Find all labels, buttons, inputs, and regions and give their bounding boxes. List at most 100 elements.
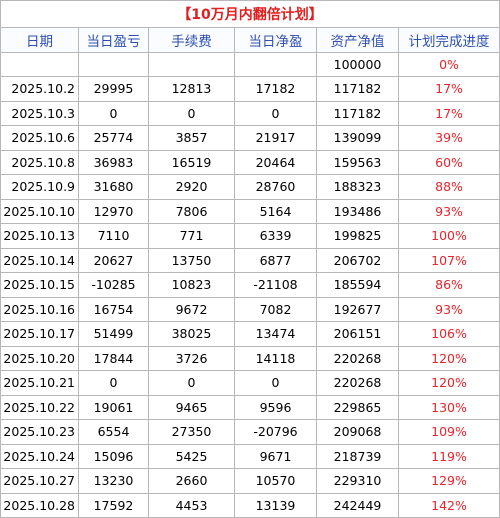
cell-net[interactable]: 28760 (234, 174, 317, 200)
cell-progress[interactable]: 93% (397, 198, 500, 224)
cell-equity[interactable]: 193486 (316, 198, 399, 224)
table-title[interactable]: 【10万月内翻倍计划】 (0, 0, 500, 28)
cell-date[interactable]: 2025.10.9 (0, 174, 79, 200)
cell-progress[interactable]: 100% (397, 223, 500, 249)
cell-fee[interactable]: 9672 (148, 296, 235, 322)
cell-date[interactable]: 2025.10.20 (0, 345, 79, 371)
cell-net[interactable]: 9671 (234, 443, 317, 469)
cell-progress[interactable]: 86% (397, 272, 500, 298)
cell-net[interactable]: 17182 (234, 76, 317, 102)
cell-progress[interactable]: 107% (397, 247, 500, 273)
cell-pnl[interactable]: 17592 (78, 492, 149, 518)
cell-date[interactable]: 2025.10.8 (0, 149, 79, 175)
cell-equity[interactable]: 117182 (316, 76, 399, 102)
cell-progress[interactable]: 17% (397, 76, 500, 102)
cell-pnl[interactable]: 19061 (78, 394, 149, 420)
cell-fee[interactable]: 5425 (148, 443, 235, 469)
cell-pnl[interactable]: -10285 (78, 272, 149, 298)
cell-net[interactable]: -20796 (234, 419, 317, 445)
cell-equity[interactable]: 188323 (316, 174, 399, 200)
cell-fee[interactable]: 13750 (148, 247, 235, 273)
cell-pnl[interactable]: 25774 (78, 125, 149, 151)
cell-progress[interactable]: 39% (397, 125, 500, 151)
cell-net[interactable]: 6877 (234, 247, 317, 273)
cell-equity[interactable]: 220268 (316, 370, 399, 396)
cell-progress[interactable]: 17% (397, 100, 500, 126)
cell-pnl[interactable]: 0 (78, 370, 149, 396)
cell-net[interactable]: 21917 (234, 125, 317, 151)
header-progress[interactable]: 计划完成进度 (397, 27, 500, 53)
cell-fee[interactable]: 16519 (148, 149, 235, 175)
cell-date[interactable]: 2025.10.14 (0, 247, 79, 273)
cell-net[interactable]: 5164 (234, 198, 317, 224)
cell-equity[interactable]: 192677 (316, 296, 399, 322)
cell-net[interactable]: 6339 (234, 223, 317, 249)
cell-date[interactable]: 2025.10.24 (0, 443, 79, 469)
cell-pnl[interactable]: 0 (78, 100, 149, 126)
cell-progress[interactable]: 0% (397, 51, 500, 77)
cell-net[interactable]: 13474 (234, 321, 317, 347)
cell-pnl[interactable] (78, 51, 149, 77)
header-daily-net[interactable]: 当日净盈 (234, 27, 317, 53)
cell-fee[interactable]: 2920 (148, 174, 235, 200)
cell-fee[interactable]: 12813 (148, 76, 235, 102)
cell-pnl[interactable]: 13230 (78, 468, 149, 494)
cell-net[interactable]: 0 (234, 100, 317, 126)
cell-pnl[interactable]: 15096 (78, 443, 149, 469)
header-date[interactable]: 日期 (0, 27, 79, 53)
cell-date[interactable]: 2025.10.10 (0, 198, 79, 224)
cell-fee[interactable]: 0 (148, 370, 235, 396)
cell-date[interactable] (0, 51, 79, 77)
cell-pnl[interactable]: 16754 (78, 296, 149, 322)
cell-net[interactable]: 14118 (234, 345, 317, 371)
cell-pnl[interactable]: 51499 (78, 321, 149, 347)
cell-date[interactable]: 2025.10.13 (0, 223, 79, 249)
cell-progress[interactable]: 129% (397, 468, 500, 494)
cell-fee[interactable]: 4453 (148, 492, 235, 518)
cell-pnl[interactable]: 6554 (78, 419, 149, 445)
cell-date[interactable]: 2025.10.15 (0, 272, 79, 298)
cell-pnl[interactable]: 7110 (78, 223, 149, 249)
cell-pnl[interactable]: 36983 (78, 149, 149, 175)
cell-date[interactable]: 2025.10.28 (0, 492, 79, 518)
cell-equity[interactable]: 199825 (316, 223, 399, 249)
cell-equity[interactable]: 139099 (316, 125, 399, 151)
cell-equity[interactable]: 206702 (316, 247, 399, 273)
cell-fee[interactable]: 2660 (148, 468, 235, 494)
cell-fee[interactable]: 3726 (148, 345, 235, 371)
cell-net[interactable]: 0 (234, 370, 317, 396)
cell-net[interactable]: 9596 (234, 394, 317, 420)
cell-net[interactable]: 10570 (234, 468, 317, 494)
cell-equity[interactable]: 229310 (316, 468, 399, 494)
cell-date[interactable]: 2025.10.21 (0, 370, 79, 396)
header-equity[interactable]: 资产净值 (316, 27, 399, 53)
header-fee[interactable]: 手续费 (148, 27, 235, 53)
cell-pnl[interactable]: 31680 (78, 174, 149, 200)
cell-pnl[interactable]: 17844 (78, 345, 149, 371)
cell-net[interactable] (234, 51, 317, 77)
cell-net[interactable]: 20464 (234, 149, 317, 175)
cell-equity[interactable]: 209068 (316, 419, 399, 445)
cell-fee[interactable]: 10823 (148, 272, 235, 298)
cell-progress[interactable]: 142% (397, 492, 500, 518)
cell-date[interactable]: 2025.10.22 (0, 394, 79, 420)
cell-net[interactable]: 7082 (234, 296, 317, 322)
cell-progress[interactable]: 93% (397, 296, 500, 322)
cell-date[interactable]: 2025.10.6 (0, 125, 79, 151)
cell-progress[interactable]: 120% (397, 370, 500, 396)
cell-progress[interactable]: 130% (397, 394, 500, 420)
cell-date[interactable]: 2025.10.23 (0, 419, 79, 445)
cell-pnl[interactable]: 12970 (78, 198, 149, 224)
cell-date[interactable]: 2025.10.16 (0, 296, 79, 322)
cell-fee[interactable]: 9465 (148, 394, 235, 420)
cell-date[interactable]: 2025.10.27 (0, 468, 79, 494)
cell-fee[interactable]: 0 (148, 100, 235, 126)
cell-fee[interactable] (148, 51, 235, 77)
cell-fee[interactable]: 3857 (148, 125, 235, 151)
cell-progress[interactable]: 120% (397, 345, 500, 371)
cell-net[interactable]: -21108 (234, 272, 317, 298)
cell-equity[interactable]: 100000 (316, 51, 399, 77)
cell-date[interactable]: 2025.10.17 (0, 321, 79, 347)
cell-pnl[interactable]: 20627 (78, 247, 149, 273)
cell-pnl[interactable]: 29995 (78, 76, 149, 102)
